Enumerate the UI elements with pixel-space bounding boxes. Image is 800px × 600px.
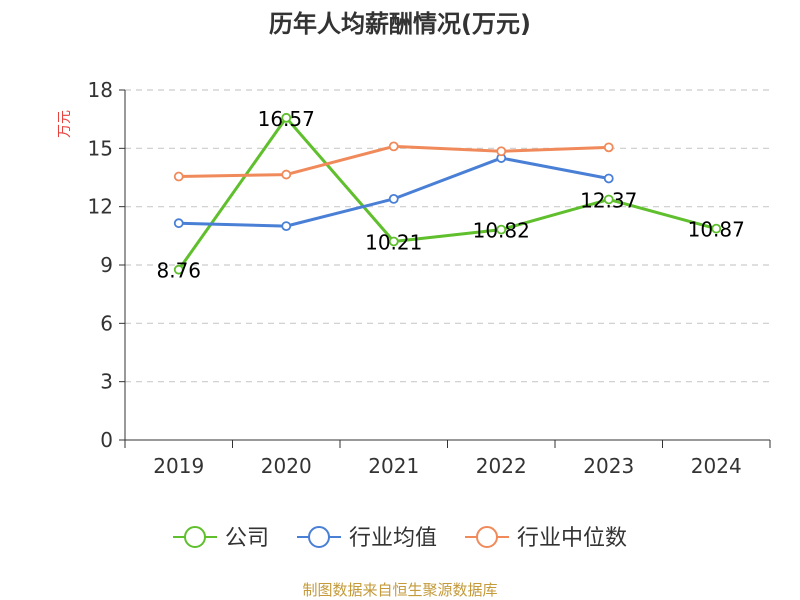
- series-point-0: [281, 112, 292, 123]
- data-labels: 8.76 16.57 10.21 10.82 12.37 10.87: [156, 107, 744, 283]
- series-point-2: [496, 146, 507, 157]
- legend-label: 行业均值: [349, 526, 437, 551]
- series-point-2: [388, 141, 399, 152]
- legend-label: 公司: [225, 526, 269, 551]
- x-tick-label: 2021: [368, 454, 419, 478]
- series-point-0: [496, 224, 507, 235]
- series-point-0: [603, 194, 614, 205]
- x-tick-label: 2023: [583, 454, 634, 478]
- legend-label: 行业中位数: [517, 526, 627, 551]
- y-tick-label: 12: [88, 195, 113, 219]
- legend-item-2[interactable]: 行业中位数: [465, 526, 627, 551]
- legend-item-0[interactable]: 公司: [173, 526, 269, 551]
- chart-title: 历年人均薪酬情况(万元): [269, 10, 531, 38]
- series-line-1: [178, 156, 610, 228]
- y-tick-label: 3: [100, 370, 113, 394]
- series-point-0: [711, 223, 722, 234]
- data-label: 10.87: [688, 218, 745, 242]
- x-tick-label: 2020: [261, 454, 312, 478]
- y-axis-label: 万元: [57, 110, 73, 138]
- legend-marker: [476, 526, 498, 548]
- y-tick-label: 18: [88, 78, 113, 102]
- x-tick-label: 2024: [691, 454, 742, 478]
- data-label: 10.21: [365, 230, 422, 254]
- source-note: 制图数据来自恒生聚源数据库: [302, 581, 497, 599]
- axes: 0 3 6 9 12 15 18 2019 2020 2021 2022 2023 2024: [88, 78, 771, 478]
- legend-marker: [308, 526, 330, 548]
- series-point-2: [281, 169, 292, 180]
- series-point-1: [603, 173, 614, 184]
- series-point-0: [388, 236, 399, 247]
- y-tick-label: 6: [100, 311, 113, 335]
- x-tick-label: 2022: [476, 454, 527, 478]
- y-tick-label: 0: [100, 428, 113, 452]
- x-tick-label: 2019: [153, 454, 204, 478]
- series-lines: [173, 112, 722, 275]
- series-point-1: [281, 221, 292, 232]
- data-label: 8.76: [156, 259, 201, 283]
- y-tick-label: 15: [88, 136, 113, 160]
- series-point-0: [173, 264, 184, 275]
- data-label: 10.82: [473, 219, 530, 243]
- legend[interactable]: 公司 行业均值 行业中位数: [173, 526, 627, 551]
- series-point-1: [173, 218, 184, 229]
- data-label: 12.37: [580, 188, 637, 212]
- data-label: 16.57: [258, 107, 315, 131]
- y-tick-label: 9: [100, 253, 113, 277]
- series-line-0: [177, 116, 717, 271]
- series-point-1: [388, 193, 399, 204]
- series-point-2: [603, 142, 614, 153]
- series-point-2: [173, 171, 184, 182]
- legend-item-1[interactable]: 行业均值: [297, 526, 437, 551]
- legend-marker: [184, 526, 206, 548]
